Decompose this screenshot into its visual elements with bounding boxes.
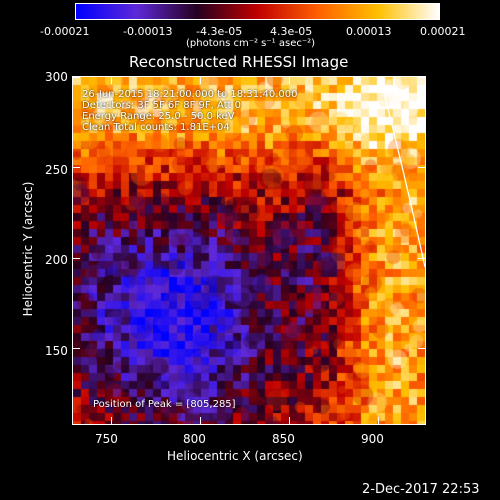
x-tick-label: 800 [183,432,206,446]
colorbar-tick-label: 4.3e-05 [270,25,313,38]
y-tick-mark [418,348,425,349]
x-tick-mark [200,77,201,84]
x-tick-label: 900 [361,432,384,446]
annotation-detectors: Detectors: 3F 5F 6F 8F 9F, Att 0 [82,100,242,111]
y-tick-mark [418,77,425,78]
annotation-time-range: 26-Jun-2015 18:21:00.000 to 18:31:40.000 [82,89,298,100]
colorbar-units-label: (photons cm⁻² s⁻¹ asec⁻²) [186,38,316,49]
solar-limb-arc [380,80,425,268]
x-tick-mark [289,77,290,84]
y-axis-label: Heliocentric Y (arcsec) [21,181,35,317]
colorbar-tick-label: -4.3e-05 [196,25,243,38]
x-tick-mark [111,77,112,84]
y-tick-mark [73,258,80,259]
x-tick-mark [200,417,201,424]
x-axis-label: Heliocentric X (arcsec) [167,449,303,463]
reconstructed-image-frame: 26-Jun-2015 18:21:00.000 to 18:31:40.000… [72,76,426,425]
annotation-clean-counts: Clean Total counts: 1.81E+04 [82,122,230,133]
y-tick-mark [73,348,80,349]
y-tick-label: 150 [45,344,68,358]
x-tick-mark [111,417,112,424]
plot-title: Reconstructed RHESSI Image [129,53,349,71]
colorbar-tick-label: 0.00013 [346,25,392,38]
annotation-energy-range: Energy Range: 25.0 - 50.0 keV [82,111,235,122]
y-tick-mark [73,167,80,168]
y-tick-mark [73,77,80,78]
colorbar [75,3,440,20]
y-tick-mark [418,167,425,168]
y-tick-label: 200 [45,253,68,267]
annotation-peak-position: Position of Peak = [805,285] [93,399,236,410]
colorbar-tick-label: -0.00021 [40,25,90,38]
footer-timestamp: 2-Dec-2017 22:53 [362,482,480,497]
x-tick-label: 850 [272,432,295,446]
colorbar-tick-label: 0.00021 [420,25,466,38]
x-tick-label: 750 [95,432,118,446]
y-tick-mark [418,258,425,259]
y-tick-label: 300 [45,70,68,84]
colorbar-tick-label: -0.00013 [123,25,173,38]
rhessi-intensity-map [73,77,425,424]
x-tick-mark [289,417,290,424]
x-tick-mark [378,77,379,84]
y-tick-label: 250 [45,163,68,177]
x-tick-mark [378,417,379,424]
